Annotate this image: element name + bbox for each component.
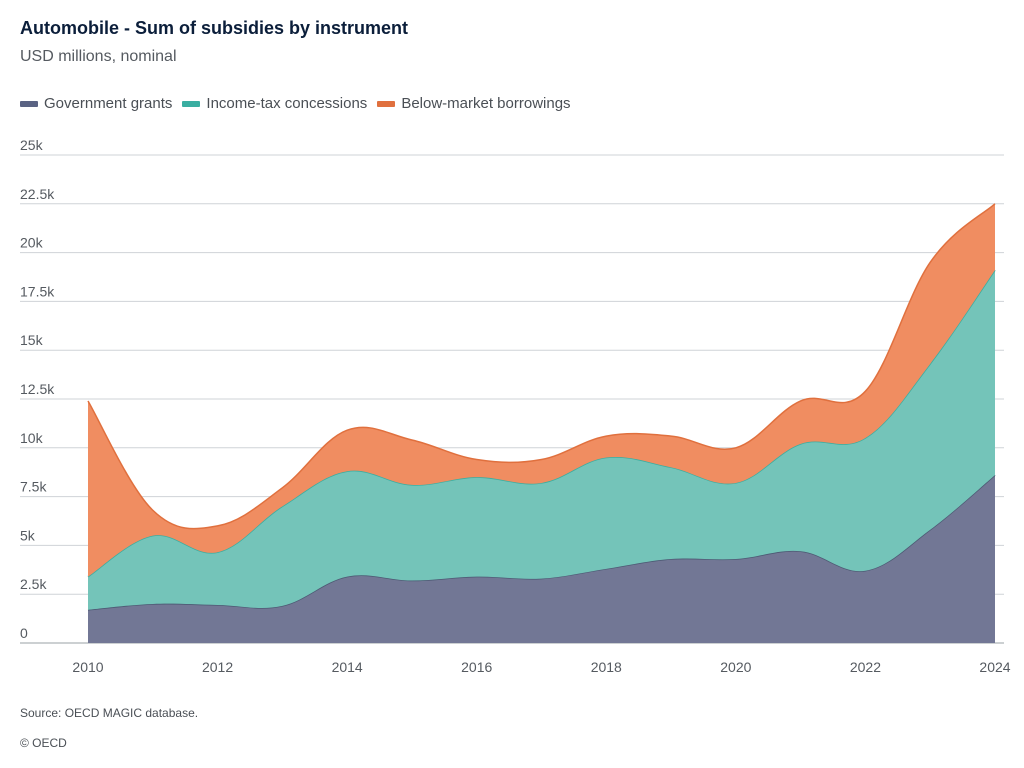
area-chart: 0 2.5k 5k 7.5k 10k 12.5k 15k 17.5k 20k 22.5k 25k 2…	[20, 137, 1011, 675]
x-tick-label: 2012	[202, 659, 233, 675]
legend-item-below-market-borrowings[interactable]: Below-market borrowings	[377, 95, 571, 112]
area-government-grants[interactable]	[88, 475, 995, 643]
x-axis-tick-labels: 2010 2012 2014 2016 2018 2020 2022 2024	[72, 659, 1010, 675]
series-line-below-market-borrowings	[87, 203, 996, 530]
legend-item-government-grants[interactable]: Government grants	[20, 95, 172, 112]
y-tick-label: 20k	[20, 235, 44, 251]
x-tick-label: 2022	[850, 659, 881, 675]
legend-label: Government grants	[44, 95, 173, 112]
y-axis-tick-labels: 0 2.5k 5k 7.5k 10k 12.5k 15k 17.5k 20k 22.5k 25k	[20, 137, 55, 641]
y-tick-label: 25k	[20, 137, 44, 153]
x-tick-label: 2010	[72, 659, 103, 675]
y-tick-label: 12.5k	[20, 381, 55, 397]
stacked-areas	[87, 203, 996, 643]
x-tick-label: 2024	[979, 659, 1010, 675]
y-tick-label: 7.5k	[20, 479, 47, 495]
y-tick-label: 17.5k	[20, 283, 55, 299]
x-tick-label: 2016	[461, 659, 492, 675]
y-tick-label: 10k	[20, 430, 44, 446]
legend-label: Below-market borrowings	[401, 95, 571, 112]
source-note: Source: OECD MAGIC database.	[20, 706, 199, 720]
x-tick-label: 2020	[720, 659, 751, 675]
x-tick-label: 2018	[591, 659, 622, 675]
area-below-market-borrowings[interactable]	[88, 203, 995, 577]
chart-title: Automobile - Sum of subsidies by instrum…	[20, 18, 409, 38]
legend-swatch-below-market-borrowings	[377, 100, 396, 107]
copyright-note: © OECD	[20, 736, 67, 750]
y-tick-label: 2.5k	[20, 576, 47, 592]
area-income-tax-concessions[interactable]	[88, 270, 995, 610]
y-tick-label: 15k	[20, 332, 44, 348]
x-tick-label: 2014	[332, 659, 363, 675]
legend-item-income-tax-concessions[interactable]: Income-tax concessions	[182, 95, 367, 112]
legend-swatch-government-grants	[20, 100, 38, 107]
y-tick-label: 0	[20, 625, 28, 641]
legend-label: Income-tax concessions	[206, 95, 368, 112]
y-tick-label: 5k	[20, 527, 36, 543]
legend: Government grants Income-tax concessions…	[20, 95, 571, 112]
y-tick-label: 22.5k	[20, 186, 55, 202]
chart-subtitle: USD millions, nominal	[20, 48, 177, 65]
legend-swatch-income-tax-concessions	[182, 100, 201, 107]
